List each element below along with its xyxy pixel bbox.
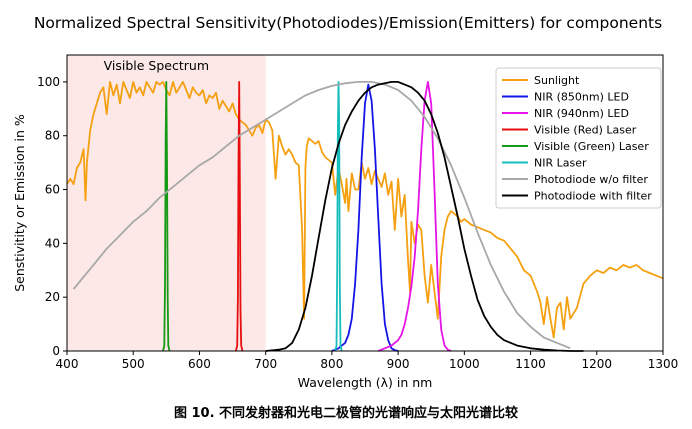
y-tick-label: 100 xyxy=(37,75,60,89)
legend-label: Photodiode w/o filter xyxy=(534,173,648,186)
y-tick-label: 20 xyxy=(45,290,60,304)
series-line-nir-850nm-led xyxy=(331,83,399,352)
legend-label: NIR (940nm) LED xyxy=(534,107,629,120)
y-axis-label: Senstivitity or Emission in % xyxy=(12,114,27,292)
x-tick-label: 800 xyxy=(320,357,343,371)
x-tick-label: 1100 xyxy=(515,357,546,371)
series-line-sunlight xyxy=(66,81,664,339)
series-line-nir-laser xyxy=(334,81,343,352)
annotation-text: Visible Spectrum xyxy=(104,58,209,73)
x-tick-label: 1000 xyxy=(449,357,480,371)
legend-label: Photodiode with filter xyxy=(534,190,652,203)
x-tick-label: 400 xyxy=(56,357,79,371)
series-line-visible-green-laser xyxy=(162,81,171,352)
x-tick-label: 700 xyxy=(254,357,277,371)
x-tick-label: 1200 xyxy=(582,357,613,371)
figure-caption: 图 10. 不同发射器和光电二极管的光谱响应与太阳光谱比较 xyxy=(173,406,519,421)
y-tick-label: 0 xyxy=(52,344,60,358)
x-tick-label: 1300 xyxy=(648,357,679,371)
y-tick-label: 80 xyxy=(45,129,60,143)
x-tick-label: 500 xyxy=(122,357,145,371)
x-axis-label: Wavelength (λ) in nm xyxy=(298,375,433,390)
legend-label: NIR (850nm) LED xyxy=(534,91,629,104)
legend-label: Sunlight xyxy=(534,74,580,87)
y-tick-label: 60 xyxy=(45,183,60,197)
axis-ticks: 400 500 600 700 800 900 1000 1100 1200 1300 0 20 40 6… xyxy=(37,75,678,371)
legend-box xyxy=(495,67,662,209)
series-layer xyxy=(66,81,664,352)
chart-title: Normalized Spectral Sensitivity(Photodio… xyxy=(34,14,662,32)
series-line-visible-red-laser xyxy=(235,81,244,352)
legend-label: Visible (Red) Laser xyxy=(534,124,637,137)
x-tick-label: 900 xyxy=(387,357,410,371)
chart: Normalized Spectral Sensitivity(Photodio… xyxy=(12,14,678,390)
legend-label: NIR Laser xyxy=(534,157,587,170)
legend: Sunlight NIR (850nm) LED NIR (940nm) LED Vi… xyxy=(495,67,662,209)
annotations: Visible Spectrum xyxy=(104,58,209,73)
legend-label: Visible (Green) Laser xyxy=(534,140,649,153)
series-line-nir-940nm-led xyxy=(377,81,452,352)
x-tick-label: 600 xyxy=(188,357,211,371)
y-tick-label: 40 xyxy=(45,236,60,250)
plot-frame xyxy=(66,54,664,352)
series-line-photodiode-w-o-filter xyxy=(72,81,571,350)
series-line-photodiode-with-filter xyxy=(265,81,584,352)
